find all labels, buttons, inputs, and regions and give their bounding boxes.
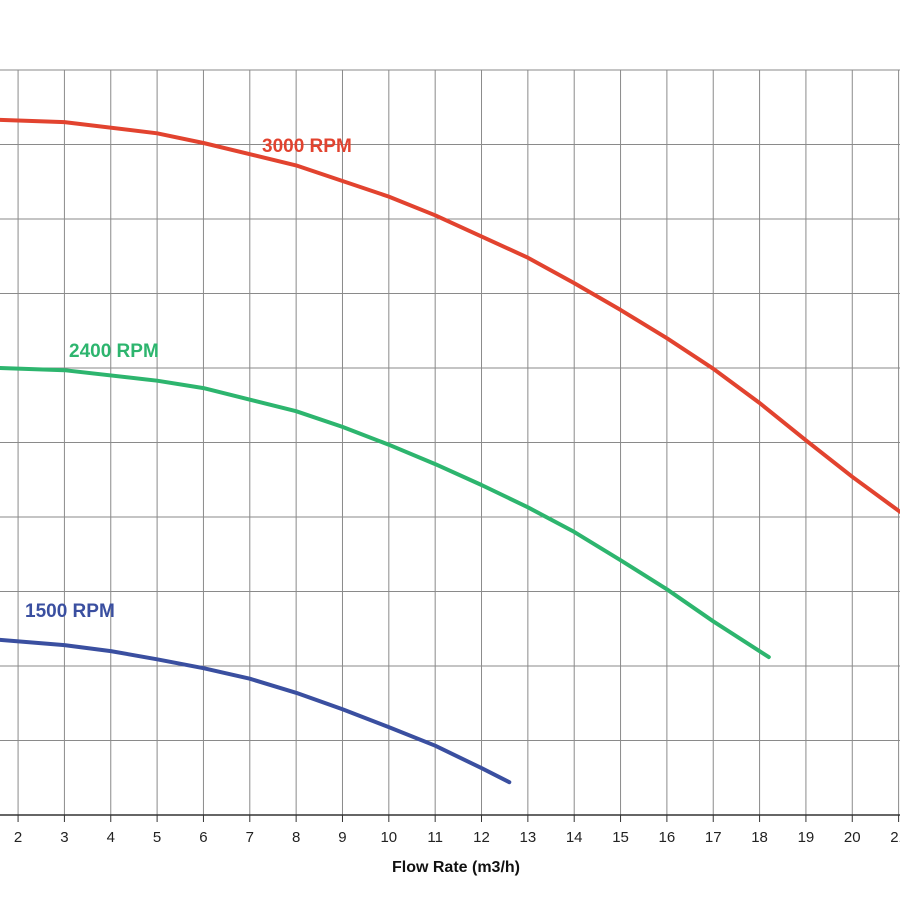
x-tick-label: 10	[380, 829, 397, 846]
series-line	[0, 366, 771, 660]
x-tick-label: 11	[427, 829, 443, 846]
x-tick-label: 14	[566, 829, 583, 846]
x-tick-label: 19	[798, 829, 815, 846]
x-tick-label: 2	[14, 829, 22, 846]
x-tick-label: 15	[612, 829, 629, 846]
series-label: 1500 RPM	[25, 601, 115, 622]
x-axis-label: Flow Rate (m3/h)	[392, 859, 520, 876]
series-label: 3000 RPM	[262, 136, 352, 157]
x-tick-label: 9	[338, 829, 346, 846]
x-tick-label: 8	[292, 829, 300, 846]
x-tick-label: 13	[520, 829, 537, 846]
x-tick-label: 20	[844, 829, 861, 846]
series-line	[0, 637, 512, 785]
x-tick-label: 18	[751, 829, 768, 846]
x-tick-label: 4	[107, 829, 115, 846]
x-tick-label: 12	[473, 829, 490, 846]
x-tick-label: 6	[199, 829, 207, 846]
series-line	[0, 117, 900, 514]
x-tick-label: 17	[705, 829, 722, 846]
x-tick-label: 21	[890, 829, 900, 846]
series-label: 2400 RPM	[69, 341, 159, 362]
x-tick-label: 3	[60, 829, 68, 846]
x-tick-label: 7	[246, 829, 254, 846]
x-tick-label: 16	[659, 829, 676, 846]
x-tick-label: 5	[153, 829, 161, 846]
